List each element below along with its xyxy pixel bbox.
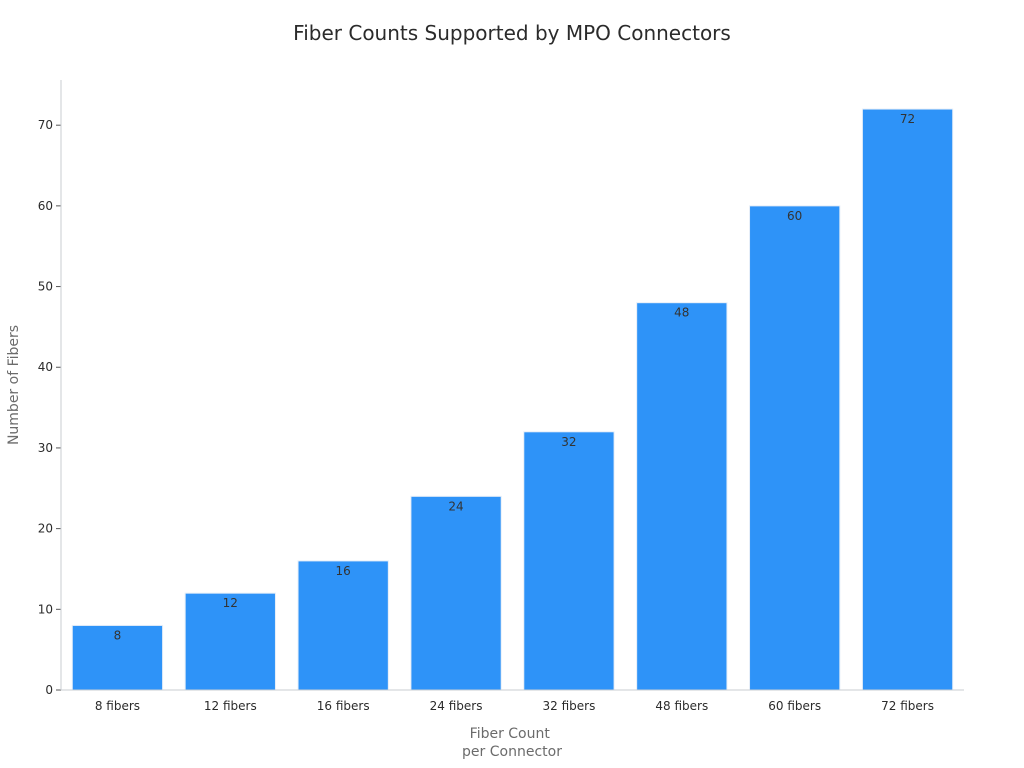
bar-value-label: 8 [114,628,122,642]
x-tick-label: 72 fibers [881,699,934,713]
bar-value-label: 16 [336,564,351,578]
bar [410,495,502,691]
bar-value-label: 12 [223,596,238,610]
y-tick-label: 30 [38,441,53,455]
y-tick-label: 40 [38,360,53,374]
chart-title: Fiber Counts Supported by MPO Connectors [293,21,731,45]
bar-value-label: 72 [900,112,915,126]
y-axis-ticks: 0 10 20 30 40 50 60 70 [38,118,61,697]
x-axis-label-line-2: per Connector [462,744,562,760]
bar-value-label: 48 [674,306,689,320]
y-tick-label: 70 [38,118,53,132]
x-tick-label: 48 fibers [655,699,708,713]
bar [297,560,389,691]
x-tick-label: 32 fibers [543,699,596,713]
x-tick-label: 12 fibers [204,699,257,713]
y-tick-label: 10 [38,602,53,616]
x-axis-ticks: 8 fibers 12 fibers 16 fibers 24 fibers 32 fi… [95,699,934,713]
y-tick-label: 50 [38,280,53,294]
x-tick-label: 24 fibers [430,699,483,713]
x-tick-label: 60 fibers [768,699,821,713]
y-axis-label: Number of Fibers [6,325,22,445]
bar [523,431,615,691]
bar-value-label: 24 [448,499,463,513]
bar [636,302,728,691]
bar [749,205,841,691]
x-axis-label-line-1: Fiber Count [470,726,551,742]
bar-value-label: 60 [787,209,802,223]
bar [71,624,164,691]
y-tick-label: 60 [38,199,53,213]
data-labels: 8 12 16 24 32 48 60 72 [114,112,916,642]
x-tick-label: 16 fibers [317,699,370,713]
x-tick-label: 8 fibers [95,699,140,713]
x-axis-label: Fiber Count per Connector [462,726,562,760]
y-tick-label: 20 [38,522,53,536]
y-tick-label: 0 [45,683,53,697]
bars [71,108,954,691]
bar [184,592,276,691]
bar [861,108,954,691]
bar-value-label: 32 [561,435,576,449]
